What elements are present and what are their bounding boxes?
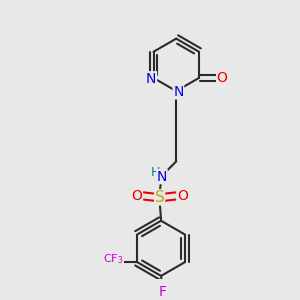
Text: N: N bbox=[157, 169, 167, 184]
Text: O: O bbox=[177, 189, 188, 203]
Text: N: N bbox=[173, 85, 184, 99]
Text: O: O bbox=[217, 71, 227, 85]
Text: N: N bbox=[146, 72, 157, 86]
Text: O: O bbox=[132, 189, 142, 203]
Text: CF$_3$: CF$_3$ bbox=[103, 253, 123, 266]
Text: F: F bbox=[158, 286, 166, 299]
Text: S: S bbox=[155, 190, 164, 205]
Text: H: H bbox=[150, 166, 160, 179]
